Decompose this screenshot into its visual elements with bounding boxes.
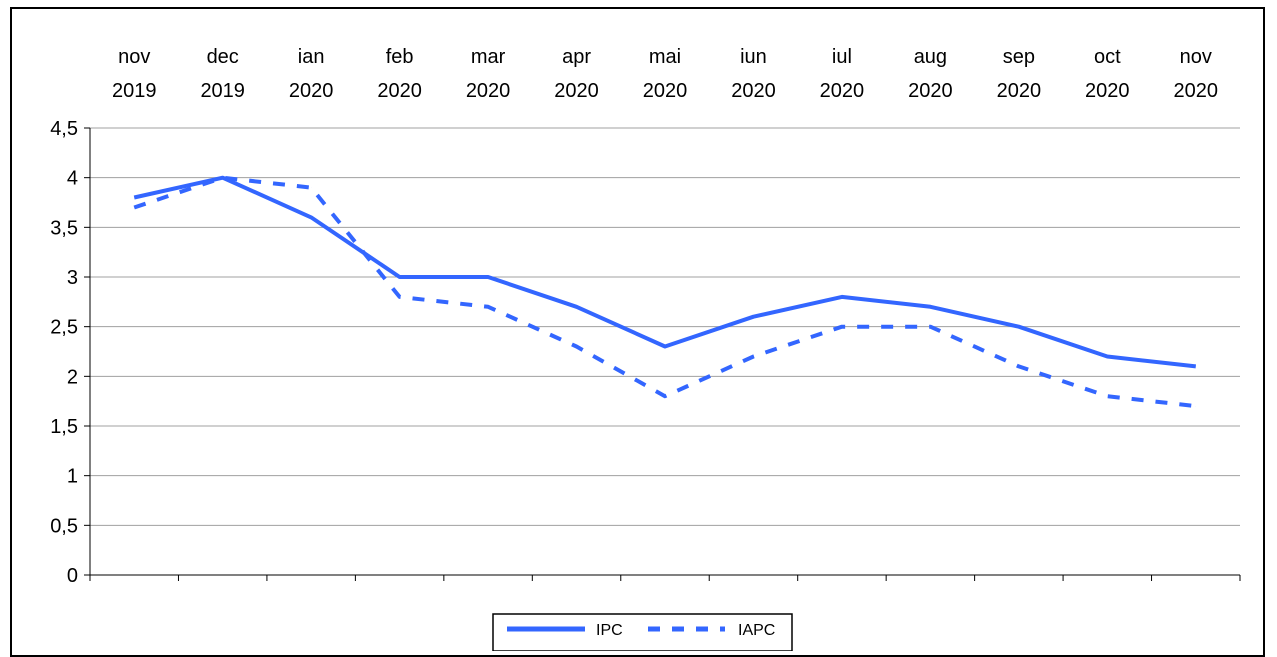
x-tick-label-year: 2019 [200,80,245,102]
x-tick-label-year: 2020 [554,80,599,102]
legend: IPC IAPC [493,614,792,651]
x-tick-label-month: mai [649,46,681,68]
y-tick-label: 1 [67,466,78,488]
series-line-iapc [134,178,1196,406]
x-tick-label-year: 2020 [1174,80,1219,102]
y-tick-label: 2 [67,366,78,388]
x-tick-label-year: 2020 [289,80,334,102]
x-tick-labels: nov 2019 dec 2019 ian 2020 feb 2020 mar 2020 apr 20… [112,46,1218,102]
x-tick-label-year: 2020 [908,80,953,102]
x-tick-label-year: 2020 [1085,80,1130,102]
y-tick-label: 0,5 [50,515,78,537]
x-tick-label-year: 2020 [466,80,511,102]
x-tick-label-year: 2020 [731,80,776,102]
legend-label-ipc: IPC [596,622,623,639]
x-tick-label-month: dec [207,46,239,68]
y-tick-label: 4,5 [50,118,78,140]
axes [84,128,1240,581]
legend-label-iapc: IAPC [738,622,775,639]
y-tick-label: 0 [67,565,78,587]
series-group [134,178,1196,407]
x-tick-label-month: nov [1180,46,1212,68]
y-tick-label: 3 [67,267,78,289]
y-tick-label: 1,5 [50,416,78,438]
x-tick-label-year: 2019 [112,80,157,102]
x-tick-label-year: 2020 [820,80,865,102]
series-line-ipc [134,178,1196,367]
x-tick-label-month: apr [562,46,591,68]
x-tick-label-year: 2020 [377,80,422,102]
grid-lines [90,128,1240,525]
x-tick-label-month: aug [914,46,947,68]
x-tick-label-month: oct [1094,46,1121,68]
x-tick-label-month: mar [471,46,506,68]
y-tick-label: 2,5 [50,317,78,339]
y-tick-label: 4 [67,168,78,190]
x-tick-label-year: 2020 [643,80,688,102]
y-tick-label: 3,5 [50,217,78,239]
x-tick-label-month: iul [832,46,852,68]
x-tick-label-month: feb [386,46,414,68]
x-tick-label-month: sep [1003,46,1035,68]
x-tick-label-year: 2020 [997,80,1042,102]
x-tick-label-month: iun [740,46,767,68]
x-tick-label-month: nov [118,46,150,68]
y-tick-labels: 0 0,5 1 1,5 2 2,5 3 3,5 4 4,5 [50,118,78,587]
x-tick-label-month: ian [298,46,325,68]
